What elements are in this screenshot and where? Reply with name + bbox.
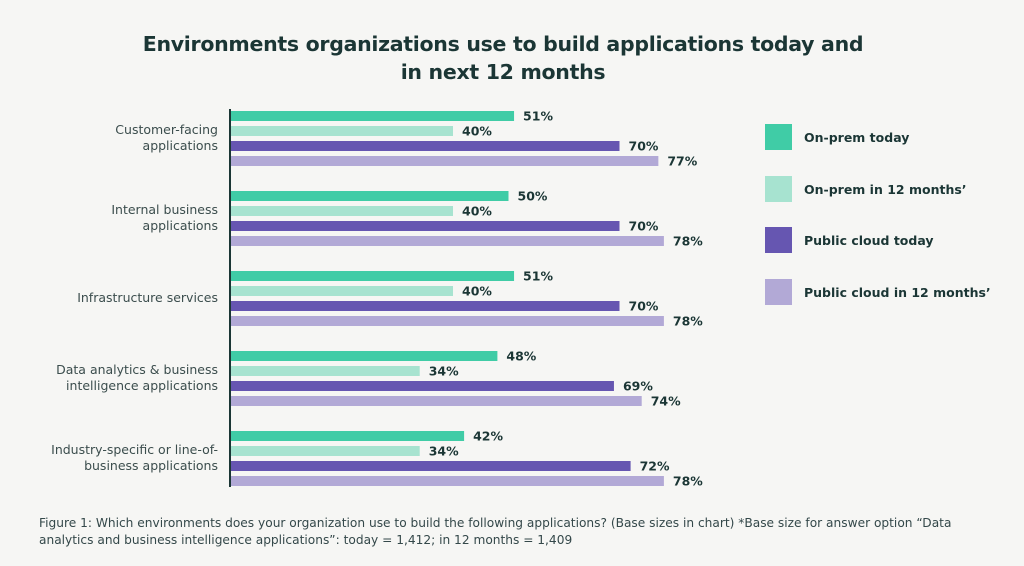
data-label: 42%	[473, 429, 503, 444]
legend-swatch	[765, 124, 792, 150]
category-label: Data analytics & business intelligence ap…	[56, 362, 218, 394]
category-label-line: Internal business	[111, 201, 218, 217]
data-label: 69%	[623, 379, 653, 394]
category-label: Infrastructure services	[77, 290, 218, 306]
data-label: 34%	[429, 444, 459, 459]
bar	[231, 271, 515, 281]
bar	[231, 221, 620, 231]
bar	[231, 431, 465, 441]
bar	[231, 286, 453, 296]
data-label: 40%	[462, 204, 492, 219]
caption-line-1: Figure 1: Which environments does your o…	[39, 516, 952, 530]
bar	[231, 381, 614, 391]
data-label: 77%	[667, 154, 697, 169]
category-label: Customer-facing applications	[115, 122, 218, 154]
legend-swatch	[765, 227, 792, 253]
data-label: 70%	[629, 139, 659, 154]
category-label-line: Customer-facing	[115, 121, 218, 137]
bar	[231, 461, 631, 471]
bar	[231, 126, 453, 136]
bar	[231, 301, 620, 311]
data-label: 78%	[673, 474, 703, 489]
data-label: 40%	[462, 124, 492, 139]
legend-label: Public cloud in 12 months’	[804, 284, 991, 300]
bar	[231, 366, 420, 376]
bar	[231, 446, 420, 456]
data-label: 34%	[429, 364, 459, 379]
data-label: 78%	[673, 234, 703, 249]
category-label-line: Data analytics & business	[56, 361, 218, 377]
legend-label: On-prem in 12 months’	[804, 181, 967, 197]
data-label: 48%	[506, 349, 536, 364]
chart-title-line-1: Environments organizations use to build …	[142, 32, 864, 56]
chart-title: Environments organizations use to build …	[0, 30, 1006, 86]
data-label: 70%	[629, 219, 659, 234]
data-label: 70%	[629, 299, 659, 314]
data-label: 51%	[523, 269, 553, 284]
category-label-line: applications	[142, 217, 218, 233]
bar	[231, 316, 664, 326]
bar	[231, 236, 664, 246]
data-label: 78%	[673, 314, 703, 329]
legend-label: Public cloud today	[804, 233, 934, 248]
category-label-line: Infrastructure services	[77, 289, 218, 305]
caption-line-2: analytics and business intelligence appl…	[39, 532, 573, 547]
bar	[231, 206, 453, 216]
bar	[231, 351, 498, 361]
data-label: 51%	[523, 109, 553, 124]
category-label-line: applications	[142, 137, 218, 153]
category-label: Internal business applications	[111, 202, 218, 234]
bar	[231, 396, 642, 406]
bar	[231, 191, 509, 201]
category-label: Industry-specific or line-of-business ap…	[51, 442, 218, 474]
chart-title-line-2: in next 12 months	[400, 60, 606, 84]
legend-label: On-prem today	[804, 130, 910, 145]
bar	[231, 111, 515, 121]
legend-swatch	[765, 278, 792, 305]
bar	[231, 141, 620, 151]
bar	[231, 476, 664, 486]
category-label-line: business applications	[84, 457, 218, 473]
figure-caption: Figure 1: Which environments does your o…	[39, 515, 969, 548]
bar	[231, 156, 659, 166]
legend-swatch	[765, 175, 792, 202]
data-label: 50%	[518, 189, 548, 204]
category-label-line: Industry-specific or line-of-	[51, 441, 218, 457]
data-label: 74%	[651, 394, 681, 409]
data-label: 40%	[462, 284, 492, 299]
data-label: 72%	[640, 459, 670, 474]
category-label-line: intelligence applications	[66, 377, 218, 393]
